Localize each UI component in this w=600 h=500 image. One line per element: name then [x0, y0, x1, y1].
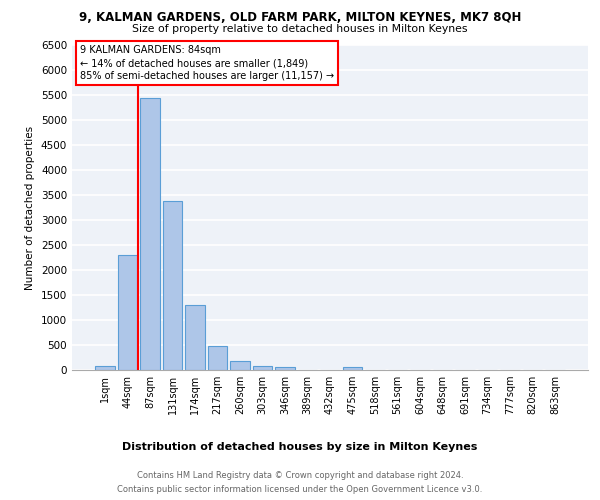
Bar [95, 366, 115, 370]
Bar [163, 201, 182, 370]
Text: Contains public sector information licensed under the Open Government Licence v3: Contains public sector information licen… [118, 485, 482, 494]
Y-axis label: Number of detached properties: Number of detached properties [25, 126, 35, 290]
Bar [208, 346, 227, 370]
Bar [230, 361, 250, 370]
Bar [140, 98, 160, 370]
Bar [185, 305, 205, 370]
Text: Distribution of detached houses by size in Milton Keynes: Distribution of detached houses by size … [122, 442, 478, 452]
Text: 9, KALMAN GARDENS, OLD FARM PARK, MILTON KEYNES, MK7 8QH: 9, KALMAN GARDENS, OLD FARM PARK, MILTON… [79, 11, 521, 24]
Text: Contains HM Land Registry data © Crown copyright and database right 2024.: Contains HM Land Registry data © Crown c… [137, 472, 463, 480]
Bar [118, 255, 137, 370]
Text: 9 KALMAN GARDENS: 84sqm
← 14% of detached houses are smaller (1,849)
85% of semi: 9 KALMAN GARDENS: 84sqm ← 14% of detache… [80, 45, 334, 82]
Bar [253, 366, 272, 370]
Bar [275, 367, 295, 370]
Text: Size of property relative to detached houses in Milton Keynes: Size of property relative to detached ho… [132, 24, 468, 34]
Bar [343, 367, 362, 370]
